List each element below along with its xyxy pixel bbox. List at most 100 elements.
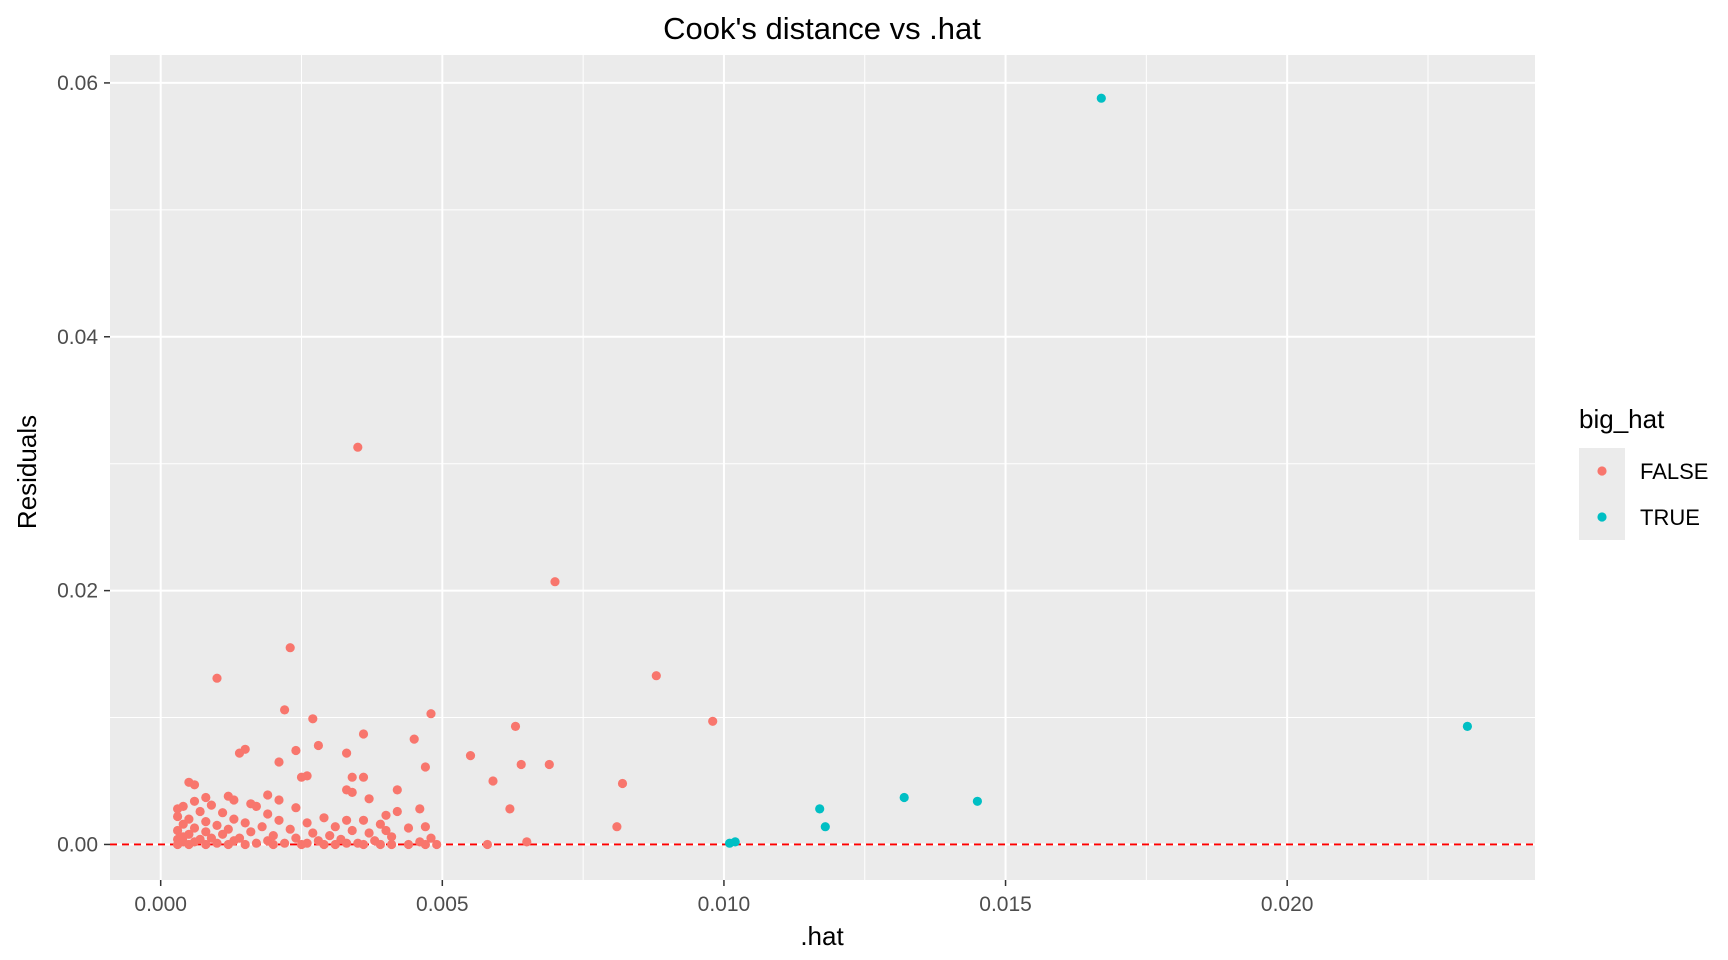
legend-items: FALSE TRUE: [1597, 459, 1708, 530]
data-point: [229, 795, 239, 805]
data-point: [482, 839, 492, 850]
series-false: [173, 442, 718, 850]
data-point: [218, 829, 228, 839]
data-point: [392, 806, 402, 817]
y-tick-label: 0.00: [57, 833, 98, 856]
x-tick-label: 0.010: [698, 893, 751, 916]
data-point: [550, 577, 560, 587]
data-point: [251, 801, 261, 812]
x-tick-label: 0.000: [134, 893, 187, 916]
data-point: [280, 838, 290, 848]
data-point: [358, 729, 369, 739]
data-point: [201, 827, 211, 837]
data-point: [291, 803, 301, 813]
data-point: [381, 825, 391, 836]
data-point: [189, 823, 200, 833]
data-point: [347, 825, 357, 836]
data-point: [263, 809, 273, 819]
data-point: [319, 839, 329, 850]
data-point: [426, 833, 436, 843]
legend-key-false: [1597, 466, 1607, 476]
data-point: [330, 822, 340, 832]
data-point: [392, 785, 402, 795]
data-point: [274, 795, 284, 805]
data-point: [173, 804, 183, 814]
data-point: [274, 757, 284, 767]
data-point: [223, 839, 233, 850]
x-tick-label: 0.020: [1261, 893, 1314, 916]
data-point: [173, 825, 183, 836]
x-tick-label: 0.005: [416, 893, 469, 916]
data-point: [296, 839, 307, 850]
data-point: [325, 831, 335, 841]
data-point: [240, 818, 250, 828]
data-point: [420, 762, 430, 772]
data-point: [280, 705, 290, 715]
data-point: [420, 822, 430, 832]
data-point: [212, 838, 222, 848]
data-point: [313, 740, 323, 751]
data-point: [342, 815, 352, 825]
x-axis-title: .hat: [800, 921, 844, 951]
data-point: [415, 804, 425, 814]
chart-title: Cook's distance vs .hat: [663, 11, 981, 46]
data-point: [358, 772, 369, 782]
data-point: [403, 823, 414, 833]
data-point: [246, 827, 256, 837]
data-point: [319, 813, 329, 823]
data-point: [201, 839, 211, 850]
data-point: [820, 822, 830, 832]
data-point: [617, 778, 628, 789]
data-point: [189, 780, 200, 790]
data-point: [387, 832, 397, 842]
legend: big_hat FALSE TRUE: [1579, 404, 1708, 540]
data-point: [409, 734, 419, 744]
data-point: [240, 839, 250, 850]
data-point: [274, 815, 284, 825]
data-point: [544, 759, 554, 770]
data-point: [178, 819, 188, 829]
y-axis-title: Residuals: [12, 415, 42, 529]
data-point: [291, 745, 301, 756]
legend-key-true: [1597, 512, 1607, 522]
data-point: [291, 833, 301, 843]
data-point: [330, 839, 340, 850]
data-point: [257, 822, 267, 832]
minor-gridlines: [110, 55, 1535, 880]
data-point: [387, 839, 397, 850]
x-tick-label: 0.015: [979, 893, 1032, 916]
data-point: [612, 822, 622, 832]
data-point: [195, 806, 205, 817]
data-point: [899, 792, 909, 803]
x-axis-ticks: 0.000 0.005 0.010 0.015 0.020: [134, 880, 1313, 916]
data-point: [229, 814, 239, 824]
data-point: [268, 839, 278, 850]
data-point: [308, 714, 318, 724]
data-point: [173, 811, 183, 822]
data-point: [708, 716, 718, 726]
data-point: [342, 748, 352, 758]
y-tick-label: 0.06: [57, 72, 98, 95]
data-point: [1096, 93, 1106, 103]
data-point: [184, 839, 194, 850]
legend-label-false: FALSE: [1640, 459, 1708, 484]
data-point: [263, 790, 273, 800]
data-point: [730, 837, 740, 847]
data-point: [432, 839, 442, 850]
data-point: [516, 759, 526, 770]
data-point: [522, 837, 532, 847]
data-point: [347, 787, 357, 798]
legend-label-true: TRUE: [1640, 505, 1700, 530]
y-axis-ticks: 0.00 0.02 0.04 0.06: [57, 72, 110, 856]
data-point: [201, 792, 211, 803]
data-point: [358, 839, 369, 850]
data-point: [403, 839, 414, 850]
legend-title: big_hat: [1579, 404, 1665, 434]
data-point: [1462, 721, 1472, 732]
data-point: [251, 838, 261, 848]
data-point: [426, 709, 436, 719]
data-point: [358, 815, 369, 825]
data-points: [173, 93, 1472, 850]
